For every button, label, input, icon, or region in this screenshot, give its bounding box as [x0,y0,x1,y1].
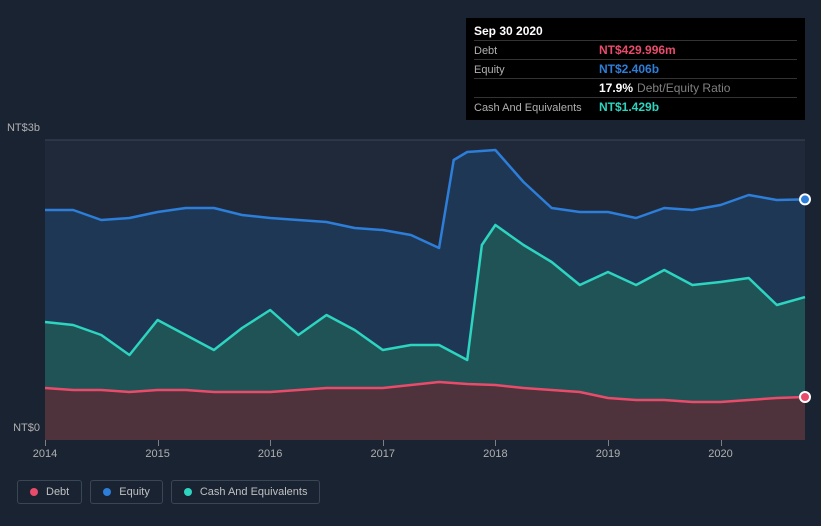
chart-legend: Debt Equity Cash And Equivalents [17,480,320,504]
x-tick [721,440,722,446]
legend-label: Cash And Equivalents [200,486,308,498]
legend-label: Equity [119,486,150,498]
legend-swatch [184,488,192,496]
tooltip-label: Debt [474,45,599,57]
tooltip-row-equity: Equity NT$2.406b [474,59,797,78]
x-axis-label: 2020 [708,448,732,460]
x-axis-label: 2016 [258,448,282,460]
tooltip-value-cash: NT$1.429b [599,100,659,114]
legend-swatch [30,488,38,496]
legend-item-cash-and-equivalents[interactable]: Cash And Equivalents [171,480,321,504]
tooltip-label: Cash And Equivalents [474,102,599,114]
tooltip-value-ratio-text: Debt/Equity Ratio [637,81,730,95]
tooltip-row-debt: Debt NT$429.996m [474,40,797,59]
legend-label: Debt [46,486,69,498]
chart-svg [45,140,805,440]
chart-container: NT$3b NT$0 [15,140,805,440]
x-axis-label: 2018 [483,448,507,460]
chart-tooltip: Sep 30 2020 Debt NT$429.996m Equity NT$2… [466,18,805,120]
tooltip-value-ratio-pct: 17.9% [599,81,633,95]
x-axis-label: 2017 [371,448,395,460]
tooltip-date: Sep 30 2020 [474,24,797,38]
x-axis: 2014201520162017201820192020 [45,440,805,470]
x-tick [608,440,609,446]
tooltip-label: Equity [474,64,599,76]
x-tick [270,440,271,446]
x-axis-label: 2014 [33,448,57,460]
y-axis-label-top: NT$3b [7,122,40,134]
x-axis-label: 2015 [145,448,169,460]
x-tick [158,440,159,446]
legend-item-equity[interactable]: Equity [90,480,163,504]
x-axis-label: 2019 [596,448,620,460]
plot-area[interactable] [45,140,805,440]
x-tick [45,440,46,446]
tooltip-row-ratio: 17.9% Debt/Equity Ratio [474,78,797,97]
legend-swatch [103,488,111,496]
y-axis-label-bottom: NT$0 [13,422,40,434]
hover-marker-equity [800,194,810,204]
tooltip-row-cash: Cash And Equivalents NT$1.429b [474,97,797,116]
x-tick [383,440,384,446]
legend-item-debt[interactable]: Debt [17,480,82,504]
x-tick [495,440,496,446]
tooltip-value-debt: NT$429.996m [599,43,676,57]
hover-marker-debt [800,392,810,402]
tooltip-value-equity: NT$2.406b [599,62,659,76]
